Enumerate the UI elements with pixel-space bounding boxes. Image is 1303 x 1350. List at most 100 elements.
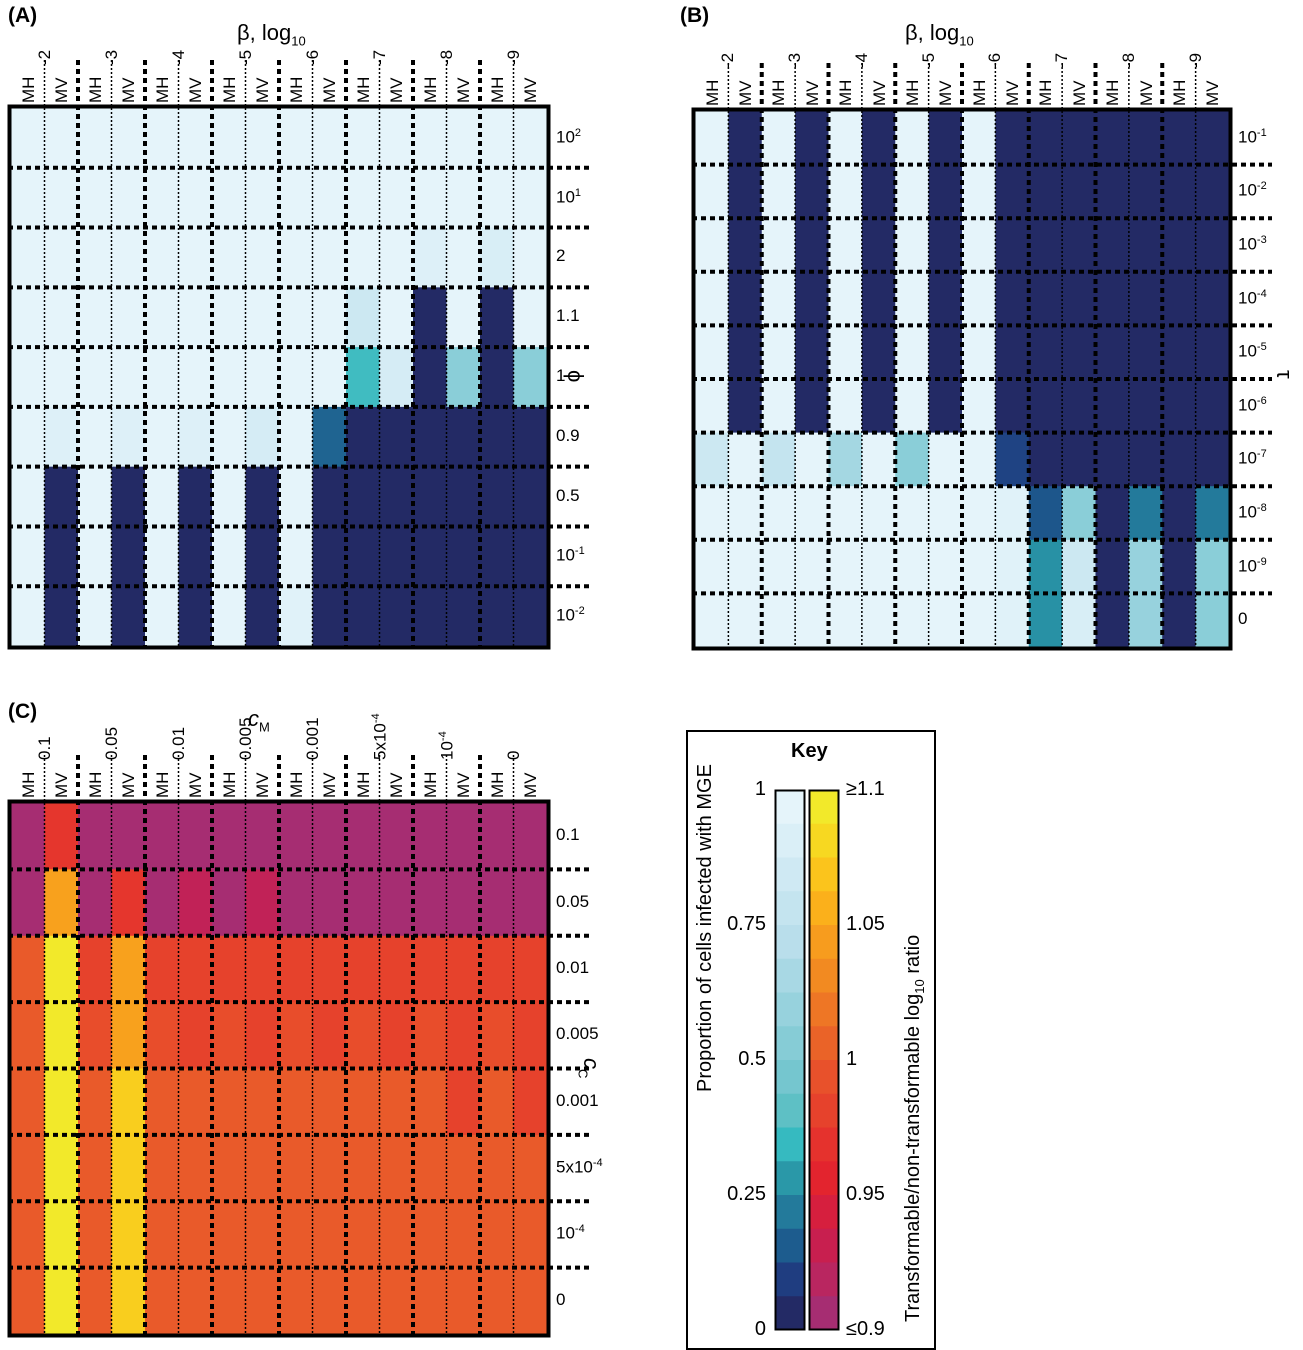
heatmap-cell — [861, 164, 896, 219]
heatmap-cell — [761, 218, 796, 273]
heatmap-cell — [695, 379, 729, 434]
row-label: 10-2 — [1238, 180, 1267, 201]
heatmap-cell — [828, 325, 863, 380]
heatmap-cell — [1195, 432, 1230, 487]
row-label: 10-2 — [556, 605, 585, 625]
heatmap-cell — [413, 1068, 447, 1136]
heatmap-cell — [795, 271, 829, 326]
heatmap-cell — [1095, 539, 1130, 594]
key-title: Key — [791, 740, 828, 762]
heatmap-cell — [279, 466, 313, 527]
column-type-label: MV — [320, 772, 340, 799]
column-value-label: -9 — [1185, 52, 1205, 68]
heatmap-cell — [111, 1134, 146, 1202]
key-red-swatch — [809, 925, 839, 960]
heatmap-cell — [78, 1267, 112, 1335]
heatmap-cell — [1162, 539, 1197, 594]
heatmap-cell — [279, 869, 313, 937]
heatmap-cell — [44, 1201, 79, 1269]
column-type-label: MH — [152, 771, 172, 798]
heatmap-cell — [379, 108, 414, 169]
heatmap-cell — [44, 108, 79, 169]
heatmap-cell — [212, 227, 246, 288]
heatmap-cell — [245, 347, 280, 408]
heatmap-cell — [78, 935, 112, 1003]
column-type-label: MV — [186, 772, 206, 799]
heatmap-cell — [828, 218, 863, 273]
heatmap-cell — [379, 167, 414, 229]
heatmap-cell — [828, 539, 863, 594]
heatmap-cell — [346, 869, 380, 937]
heatmap-cell — [513, 227, 548, 288]
heatmap-cell — [11, 227, 45, 288]
key-red-swatch — [809, 1228, 839, 1263]
heatmap-cell — [695, 271, 729, 326]
key-red-swatch — [809, 790, 839, 825]
heatmap-cell — [446, 1068, 481, 1136]
heatmap-cell — [312, 227, 347, 288]
heatmap-cell — [44, 466, 79, 527]
heatmap-cell — [928, 593, 963, 648]
heatmap-cell — [212, 869, 246, 937]
heatmap-cell — [245, 466, 280, 527]
heatmap-cell — [78, 466, 112, 527]
color-key: Key 1 0.75 0.5 0.25 0 ≥1.1 1.05 1 0.95 ≤0.9 Prop… — [686, 730, 936, 1350]
key-red-swatch — [809, 1026, 839, 1061]
heatmap-cell — [446, 108, 481, 169]
panel-c-heatmap — [7, 755, 590, 1338]
heatmap-cell — [145, 227, 179, 288]
column-value-label: -5 — [235, 49, 255, 65]
heatmap-cell — [1095, 486, 1130, 541]
heatmap-cell — [11, 935, 45, 1003]
heatmap-cell — [145, 167, 179, 229]
heatmap-cell — [11, 1002, 45, 1069]
panel-b-heatmap — [691, 63, 1272, 651]
heatmap-cell — [761, 164, 796, 219]
heatmap-cell — [480, 1002, 514, 1069]
key-red-swatch — [809, 857, 839, 892]
column-type-label: MV — [387, 77, 407, 104]
heatmap-cell — [1162, 432, 1197, 487]
heatmap-cell — [1028, 593, 1063, 648]
heatmap-cell — [928, 218, 963, 273]
heatmap-cell — [1162, 486, 1197, 541]
heatmap-cell — [178, 1134, 213, 1202]
heatmap-cell — [245, 526, 280, 587]
heatmap-cell — [312, 1201, 347, 1269]
heatmap-cell — [413, 869, 447, 937]
heatmap-cell — [78, 347, 112, 408]
panel-b-label: (B) — [680, 4, 710, 27]
column-value-label: -4 — [851, 52, 871, 68]
heatmap-cell — [413, 526, 447, 587]
heatmap-cell — [928, 486, 963, 541]
heatmap-cell — [1028, 111, 1063, 166]
column-type-label: MV — [521, 77, 541, 104]
heatmap-cell — [1095, 164, 1130, 219]
heatmap-cell — [111, 167, 146, 229]
row-label: 10-4 — [1238, 287, 1267, 308]
column-value-label: -8 — [436, 49, 456, 65]
heatmap-cell — [44, 1267, 79, 1335]
heatmap-cell — [828, 593, 863, 648]
heatmap-cell — [995, 539, 1030, 594]
heatmap-cell — [178, 466, 213, 527]
column-type-label: MV — [1136, 80, 1156, 107]
heatmap-cell — [1095, 432, 1130, 487]
column-type-label: MV — [1203, 80, 1223, 107]
key-blue-swatch — [775, 1161, 805, 1196]
heatmap-cell — [895, 486, 930, 541]
heatmap-cell — [312, 869, 347, 937]
heatmap-cell — [78, 869, 112, 937]
heatmap-cell — [513, 1201, 548, 1269]
heatmap-cell — [480, 466, 514, 527]
heatmap-cell — [379, 1201, 414, 1269]
heatmap-cell — [413, 167, 447, 229]
heatmap-cell — [728, 325, 763, 380]
heatmap-cell — [695, 486, 729, 541]
heatmap-cell — [78, 167, 112, 229]
heatmap-cell — [861, 218, 896, 273]
key-red-swatch — [809, 891, 839, 926]
key-bar-frame — [808, 789, 840, 1331]
heatmap-cell — [245, 1002, 280, 1069]
heatmap-cell — [895, 593, 930, 648]
